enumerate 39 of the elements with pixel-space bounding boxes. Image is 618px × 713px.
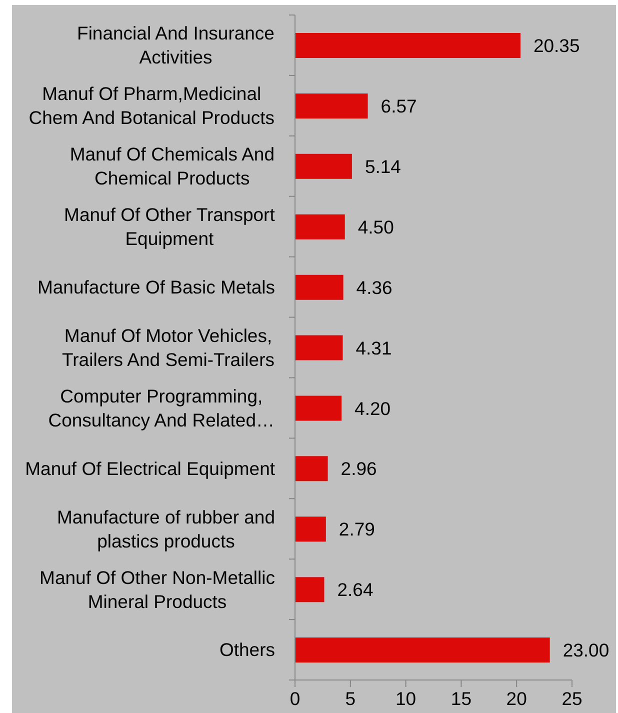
y-tick-label: Manuf Of Motor Vehicles, Trailers And Semi-Trailers	[62, 324, 274, 370]
data-label: 23.00	[562, 640, 610, 661]
y-tick-label: Manuf Of Other Transport Equipment	[64, 204, 275, 250]
data-label: 4.31	[356, 337, 392, 358]
bar	[295, 335, 343, 360]
x-tick-label: 10	[396, 688, 416, 710]
data-label: 6.57	[380, 96, 417, 117]
x-tick-label: 20	[506, 688, 527, 710]
y-tick-label: Others	[219, 639, 276, 660]
bar	[295, 274, 344, 300]
y-tick-label: Financial And Insurance Activities	[77, 22, 274, 68]
x-tick-label: 15	[450, 688, 472, 710]
y-tick-label: Manuf Of Electrical Equipment	[25, 458, 275, 479]
data-label: 4.50	[358, 216, 394, 238]
y-tick-label: Manuf Of Other Non-Metallic Mineral Products	[40, 566, 276, 612]
data-label: 2.79	[338, 518, 375, 540]
y-tick-label: Manuf Of Chemicals And Chemical Products	[70, 144, 274, 189]
data-label: 4.36	[356, 276, 392, 298]
data-label: 2.96	[340, 458, 377, 480]
x-tick-label: 5	[345, 688, 356, 710]
y-tick-label: Manufacture of rubber and plastics products	[56, 506, 276, 552]
bar	[295, 33, 520, 58]
bar	[295, 638, 550, 663]
y-tick-label: Computer Programming, Consultancy And Related…	[48, 385, 274, 430]
bar	[295, 396, 342, 421]
y-tick-label: Manuf Of Pharm,Medicinal Chem And Botanical Products	[28, 83, 274, 128]
bar	[295, 214, 345, 240]
bar	[295, 577, 324, 602]
data-label: 4.20	[354, 398, 391, 419]
x-tick-label: 0	[290, 688, 300, 710]
bar	[295, 93, 368, 118]
bar	[295, 154, 352, 179]
y-tick-label: Manufacture Of Basic Metals	[37, 276, 276, 298]
data-label: 20.35	[533, 35, 580, 56]
bar	[295, 516, 326, 542]
data-label: 2.64	[337, 579, 374, 600]
x-tick-label: 25	[562, 688, 582, 710]
data-label: 5.14	[364, 156, 401, 177]
bar	[295, 456, 328, 482]
